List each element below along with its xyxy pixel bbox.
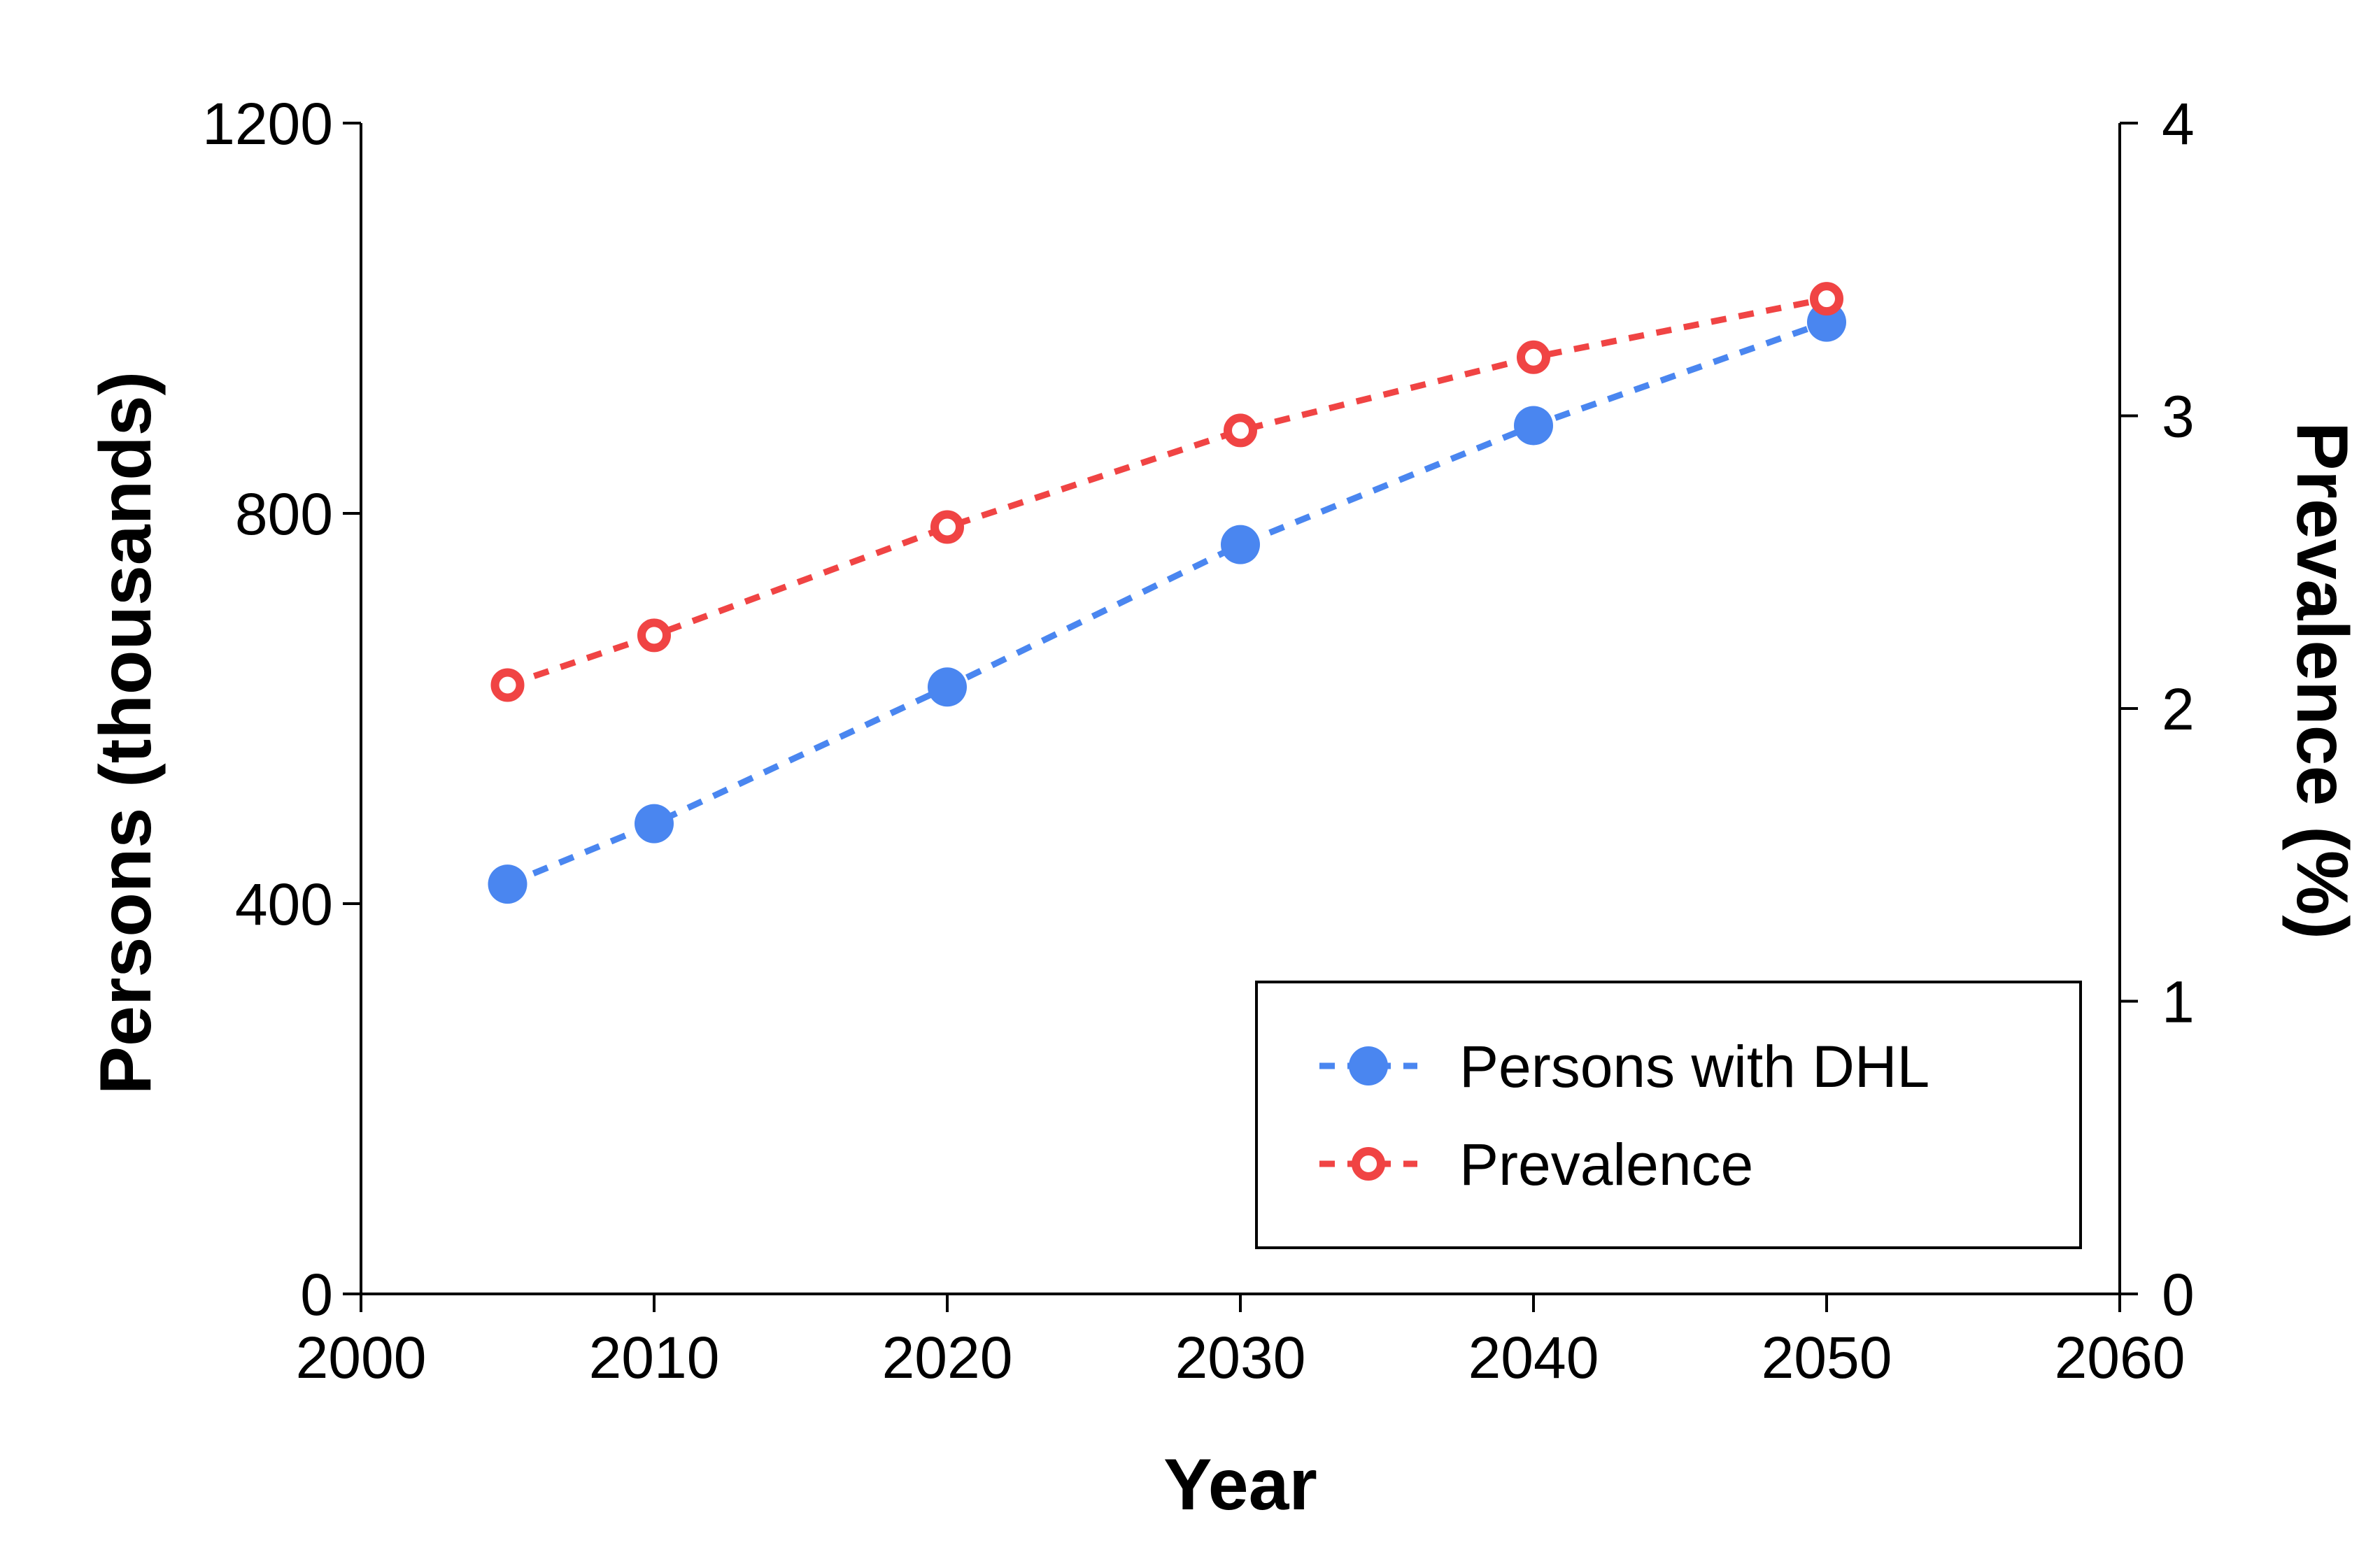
left-y-tick-label: 0 (300, 1262, 333, 1327)
legend-label-prevalence: Prevalence (1459, 1132, 1753, 1197)
series-line-persons-with-dhl (506, 319, 1828, 888)
x-axis-title: Year (1163, 1444, 1317, 1525)
legend-entry-prevalence: Prevalence (1319, 1132, 1753, 1197)
data-point-prevalence (1517, 340, 1550, 374)
series-line-prevalence (507, 295, 1827, 688)
ticks: 2000 2010 2020 2030 2040 2050 2060040080012000… (202, 91, 2195, 1390)
x-tick-label: 2010 (589, 1325, 720, 1390)
x-tick-label: 2050 (1762, 1325, 1892, 1390)
legend-marker-persons-with-dhl (1349, 1046, 1388, 1085)
right-y-tick-label: 2 (2162, 676, 2195, 742)
data-point-persons-with-dhl (1221, 525, 1260, 564)
data-point-persons-with-dhl (928, 667, 967, 707)
left-y-tick-label: 800 (235, 481, 333, 547)
right-y-tick-label: 4 (2162, 91, 2195, 157)
legend-entries: Persons with DHL Prevalence (1319, 1034, 1929, 1197)
x-tick-label: 2000 (296, 1325, 427, 1390)
right-y-axis-title: Prevalence (%) (2281, 422, 2363, 939)
legend-box (1255, 981, 2082, 1249)
left-y-axis-title: Persons (thousands) (85, 371, 167, 1095)
legend: Persons with DHL Prevalence (1255, 981, 2082, 1249)
right-y-tick-label: 0 (2162, 1262, 2195, 1327)
data-point-persons-with-dhl (488, 864, 527, 904)
data-point-prevalence (1810, 282, 1843, 316)
right-y-tick-label: 1 (2162, 969, 2195, 1035)
right-y-tick-label: 3 (2162, 384, 2195, 450)
legend-entry-persons-with-dhl: Persons with DHL (1319, 1034, 1929, 1099)
series-persons-with-dhl (488, 302, 1846, 904)
x-tick-label: 2020 (882, 1325, 1013, 1390)
left-y-tick-label: 400 (235, 871, 333, 937)
data-point-persons-with-dhl (635, 804, 674, 843)
x-tick-label: 2060 (2055, 1325, 2186, 1390)
series-layer (488, 282, 1846, 904)
x-tick-label: 2040 (1468, 1325, 1599, 1390)
legend-marker-prevalence (1352, 1147, 1385, 1181)
data-point-persons-with-dhl (1514, 406, 1553, 446)
data-point-prevalence (930, 510, 964, 544)
data-point-prevalence (637, 618, 671, 653)
series-prevalence (490, 282, 1843, 702)
data-point-prevalence (490, 668, 525, 702)
legend-label-persons-with-dhl: Persons with DHL (1459, 1034, 1929, 1099)
x-tick-label: 2030 (1175, 1325, 1306, 1390)
left-y-tick-label: 1200 (202, 91, 333, 157)
data-point-prevalence (1224, 413, 1257, 448)
